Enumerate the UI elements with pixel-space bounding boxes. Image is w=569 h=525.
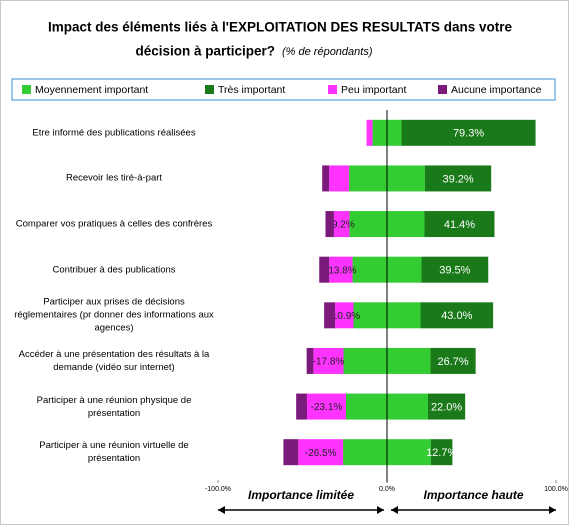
x-tick-label: 100.0% bbox=[544, 486, 568, 493]
value-label: 22.0% bbox=[431, 401, 462, 413]
x-tick-label: -100.0% bbox=[205, 486, 231, 493]
bar-segment bbox=[329, 165, 350, 192]
value-label: -23.1% bbox=[311, 402, 343, 413]
x-tick-label: 0.0% bbox=[379, 486, 395, 493]
legend-swatch bbox=[205, 85, 214, 94]
bar-segment bbox=[430, 439, 453, 466]
value-label: 79.3% bbox=[453, 128, 484, 140]
category-label: Comparer vos pratiques à celles des conf… bbox=[15, 218, 213, 230]
bar-segment bbox=[325, 211, 334, 238]
bar-segment bbox=[424, 211, 495, 238]
category-label: Accéder à une présentation des résultats… bbox=[18, 348, 210, 373]
bar-segment bbox=[420, 302, 494, 329]
value-label: 39.2% bbox=[442, 173, 473, 185]
bar-segment bbox=[335, 302, 354, 329]
bar-segment bbox=[306, 393, 347, 420]
bar-segment bbox=[424, 165, 492, 192]
legend-swatch bbox=[328, 85, 337, 94]
category-label: Contribuer à des publications bbox=[52, 264, 176, 276]
legend-swatch bbox=[438, 85, 447, 94]
value-label: -13.8% bbox=[325, 265, 357, 276]
bar-segment bbox=[430, 347, 476, 374]
value-label: 12.7% bbox=[426, 447, 457, 459]
bar-segment bbox=[319, 256, 330, 283]
legend-label: Aucune importance bbox=[451, 84, 542, 96]
bar-segment bbox=[421, 256, 489, 283]
bar-segment bbox=[296, 393, 307, 420]
value-label: 26.7% bbox=[437, 356, 468, 368]
bar-segment bbox=[298, 439, 344, 466]
category-label: Participer à une réunion physique de pré… bbox=[36, 394, 192, 419]
category-label: Participer aux prises de décisions régle… bbox=[14, 296, 214, 334]
bar-segment bbox=[324, 302, 336, 329]
chart-subtitle: (% de répondants) bbox=[282, 46, 373, 58]
legend-box bbox=[11, 78, 556, 101]
legend-swatch bbox=[22, 85, 31, 94]
bar-segment bbox=[401, 119, 536, 146]
chart-title-2: décision à participer? bbox=[135, 44, 275, 59]
bar-segment bbox=[283, 439, 299, 466]
value-label: -9.2% bbox=[329, 220, 355, 231]
bar-segment bbox=[366, 119, 373, 146]
bar-segment bbox=[333, 211, 350, 238]
bar-segment bbox=[313, 347, 344, 374]
bar-segment bbox=[329, 256, 353, 283]
annotation: Importance haute bbox=[423, 488, 523, 502]
value-label: 39.5% bbox=[439, 265, 470, 277]
bar-segment bbox=[306, 347, 314, 374]
value-label: -26.5% bbox=[305, 448, 337, 459]
category-label: Recevoir les tiré-à-part bbox=[65, 172, 163, 184]
legend-label: Peu important bbox=[341, 84, 406, 96]
bar-segment bbox=[322, 165, 330, 192]
category-label: Participer à une réunion virtuelle de pr… bbox=[39, 440, 189, 465]
value-label: -17.8% bbox=[313, 357, 345, 368]
bar-segment bbox=[427, 393, 466, 420]
annotation: Importance limitée bbox=[248, 488, 354, 502]
value-label: 41.4% bbox=[444, 219, 475, 231]
value-label: 43.0% bbox=[441, 310, 472, 322]
chart-title: Impact des éléments liés à l'EXPLOITATIO… bbox=[48, 20, 513, 35]
legend-label: Très important bbox=[218, 84, 285, 96]
value-label: -10.9% bbox=[328, 311, 360, 322]
legend-label: Moyennement important bbox=[35, 84, 148, 96]
category-label: Etre informé des publications réalisées bbox=[32, 127, 196, 139]
